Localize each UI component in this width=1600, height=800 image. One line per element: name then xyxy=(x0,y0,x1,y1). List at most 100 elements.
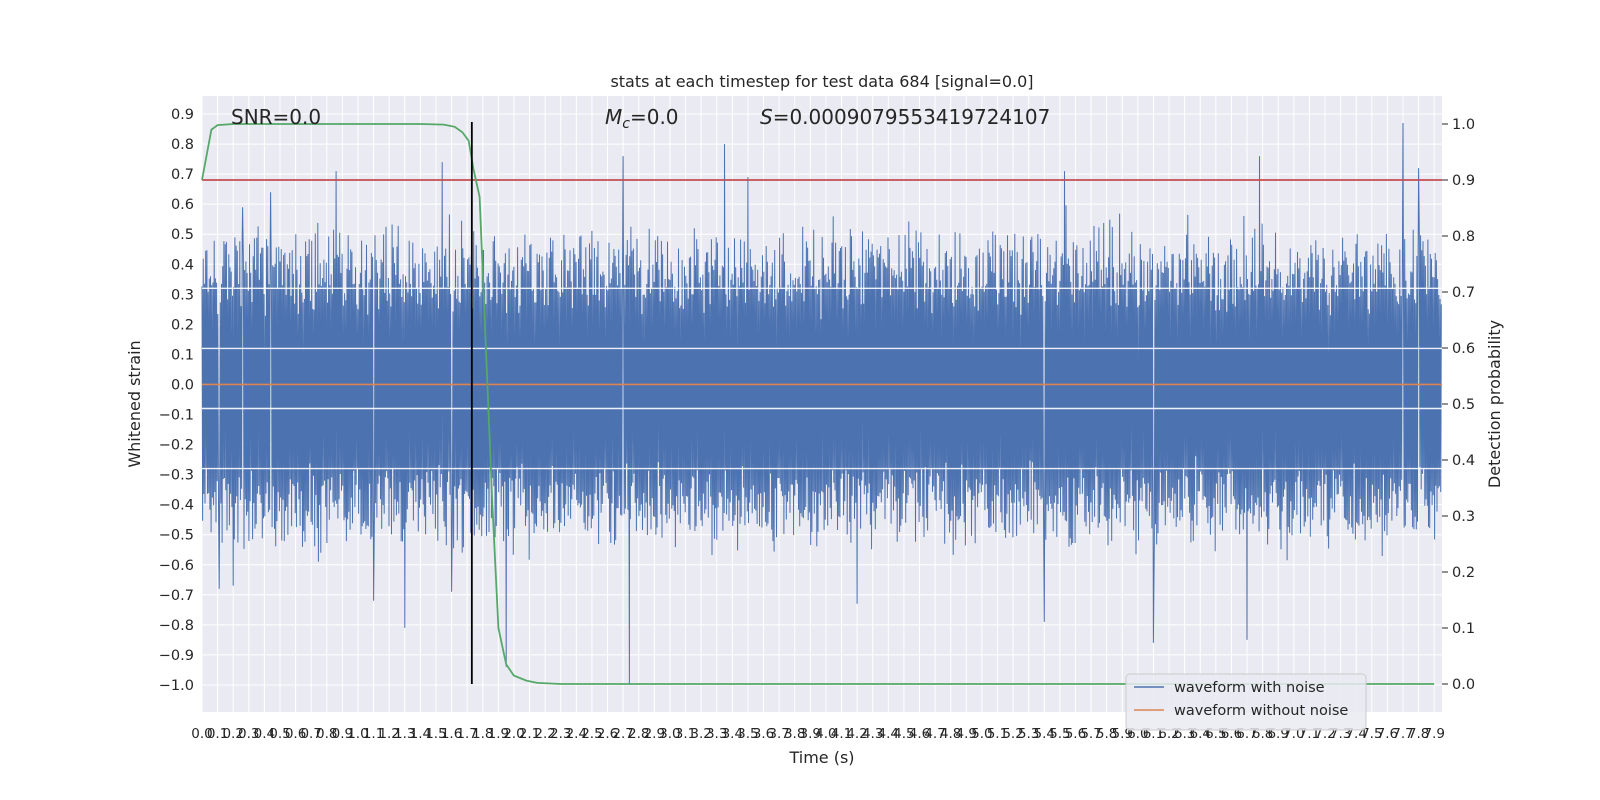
x-tick-label: 4.4 xyxy=(878,726,899,742)
x-tick-label: 1.9 xyxy=(488,726,509,742)
x-tick-label: 1.8 xyxy=(472,726,493,742)
x-tick-label: 4.5 xyxy=(893,726,914,742)
y-tick-label: −0.9 xyxy=(159,648,194,664)
x-tick-label: 0.0 xyxy=(191,726,212,742)
x-tick-label: 0.3 xyxy=(238,726,259,742)
y2-tick-label: 0.8 xyxy=(1452,229,1475,245)
x-tick-label: 1.3 xyxy=(394,726,415,742)
x-tick-label: 5.2 xyxy=(1002,726,1023,742)
x-tick-label: 3.4 xyxy=(722,726,743,742)
y-tick-label: −0.2 xyxy=(159,438,194,454)
x-tick-label: 1.4 xyxy=(410,726,431,742)
x-tick-label: 2.4 xyxy=(566,726,587,742)
chirp-mass-annotation: Mc=0.0 xyxy=(605,105,679,132)
y2-tick-label: 0.3 xyxy=(1452,509,1475,525)
x-tick-label: 5.4 xyxy=(1034,726,1055,742)
x-tick-label: 2.6 xyxy=(597,726,618,742)
x-tick-label: 3.0 xyxy=(659,726,680,742)
y2-axis-label: Detection probability xyxy=(1485,320,1504,488)
y-tick-label: −0.7 xyxy=(159,588,194,604)
x-tick-label: 3.9 xyxy=(800,726,821,742)
y2-tick-label: 0.6 xyxy=(1452,341,1475,357)
x-tick-label: 3.1 xyxy=(675,726,696,742)
y-axis-right: 0.0 0.1 0.2 0.3 0.4 0.5 0.6 0.7 0.8 0.9 1.0 xyxy=(1442,117,1475,693)
y-tick-label: 0.7 xyxy=(171,167,194,183)
x-tick-label: 2.9 xyxy=(644,726,665,742)
x-tick-label: 3.7 xyxy=(768,726,789,742)
x-tick-label: 5.7 xyxy=(1080,726,1101,742)
x-tick-label: 7.8 xyxy=(1408,726,1429,742)
x-tick-label: 4.6 xyxy=(909,726,930,742)
waveform-with-noise-series xyxy=(201,122,1442,686)
x-tick-label: 5.9 xyxy=(1112,726,1133,742)
x-tick-label: 1.5 xyxy=(425,726,446,742)
x-tick-label: 3.3 xyxy=(706,726,727,742)
y-tick-label: 0.3 xyxy=(171,287,194,303)
x-tick-label: 4.8 xyxy=(940,726,961,742)
snr-annotation: SNR=0.0 xyxy=(231,105,321,129)
line-series xyxy=(201,122,1442,685)
x-tick-label: 5.6 xyxy=(1065,726,1086,742)
y-axis-left: −1.0 −0.9 −0.8 −0.7 −0.6 −0.5 −0.4 −0.3 −0.2 −0.1… xyxy=(159,107,194,694)
chirp-mass-subscript: c xyxy=(622,116,630,132)
y-tick-label: 0.0 xyxy=(171,377,194,393)
y-tick-label: −0.4 xyxy=(159,498,194,514)
waveform-with-noise-line xyxy=(201,122,1442,686)
x-tick-label: 2.5 xyxy=(581,726,602,742)
y-tick-label: 0.2 xyxy=(171,317,194,333)
x-tick-label: 3.6 xyxy=(753,726,774,742)
x-tick-label: 0.8 xyxy=(316,726,337,742)
y-tick-label: 0.5 xyxy=(171,227,194,243)
y-tick-label: −0.8 xyxy=(159,618,194,634)
y2-tick-label: 0.4 xyxy=(1452,453,1475,469)
x-tick-label: 0.9 xyxy=(332,726,353,742)
x-tick-label: 5.5 xyxy=(1049,726,1070,742)
x-tick-label: 2.2 xyxy=(534,726,555,742)
y2-tick-label: 1.0 xyxy=(1452,117,1475,133)
x-tick-label: 1.7 xyxy=(456,726,477,742)
x-tick-label: 0.4 xyxy=(254,726,275,742)
y-tick-label: −0.6 xyxy=(159,558,194,574)
x-tick-label: 2.3 xyxy=(550,726,571,742)
x-tick-label: 5.0 xyxy=(971,726,992,742)
x-tick-label: 7.7 xyxy=(1392,726,1413,742)
x-tick-label: 7.6 xyxy=(1377,726,1398,742)
x-tick-label: 7.9 xyxy=(1423,726,1444,742)
y-tick-label: 0.8 xyxy=(171,137,194,153)
x-tick-label: 3.2 xyxy=(690,726,711,742)
x-tick-label: 3.8 xyxy=(784,726,805,742)
x-tick-label: 1.2 xyxy=(378,726,399,742)
x-tick-label: 1.1 xyxy=(363,726,384,742)
x-tick-label: 5.1 xyxy=(987,726,1008,742)
chirp-mass-value: =0.0 xyxy=(630,105,679,129)
x-tick-label: 4.1 xyxy=(831,726,852,742)
x-tick-label: 5.8 xyxy=(1096,726,1117,742)
x-tick-label: 4.7 xyxy=(924,726,945,742)
y-tick-label: −0.1 xyxy=(159,408,194,424)
legend-box xyxy=(1125,673,1367,731)
statistic-value: =0.0009079553419724107 xyxy=(773,105,1051,129)
statistic-symbol: S xyxy=(760,105,773,129)
x-tick-label: 0.7 xyxy=(300,726,321,742)
y-tick-label: 0.6 xyxy=(171,197,194,213)
y-tick-label: −1.0 xyxy=(159,678,194,694)
chirp-mass-symbol: M xyxy=(605,105,622,129)
y-tick-label: 0.4 xyxy=(171,257,194,273)
x-tick-label: 4.0 xyxy=(815,726,836,742)
detection-probability-line xyxy=(201,123,1435,685)
legend: waveform with noise waveform without noi… xyxy=(1125,673,1367,731)
y2-tick-label: 0.0 xyxy=(1452,677,1475,693)
x-tick-label: 1.0 xyxy=(347,726,368,742)
x-tick-label: 0.6 xyxy=(285,726,306,742)
x-tick-label: 4.3 xyxy=(862,726,883,742)
x-tick-label: 2.8 xyxy=(628,726,649,742)
y-tick-label: 0.1 xyxy=(171,347,194,363)
x-tick-label: 5.3 xyxy=(1018,726,1039,742)
legend-label-clean: waveform without noise xyxy=(1174,703,1348,719)
x-tick-label: 4.2 xyxy=(846,726,867,742)
y-tick-label: −0.5 xyxy=(159,528,194,544)
y2-tick-label: 0.1 xyxy=(1452,621,1475,637)
x-tick-label: 0.5 xyxy=(269,726,290,742)
y2-tick-label: 0.2 xyxy=(1452,565,1475,581)
